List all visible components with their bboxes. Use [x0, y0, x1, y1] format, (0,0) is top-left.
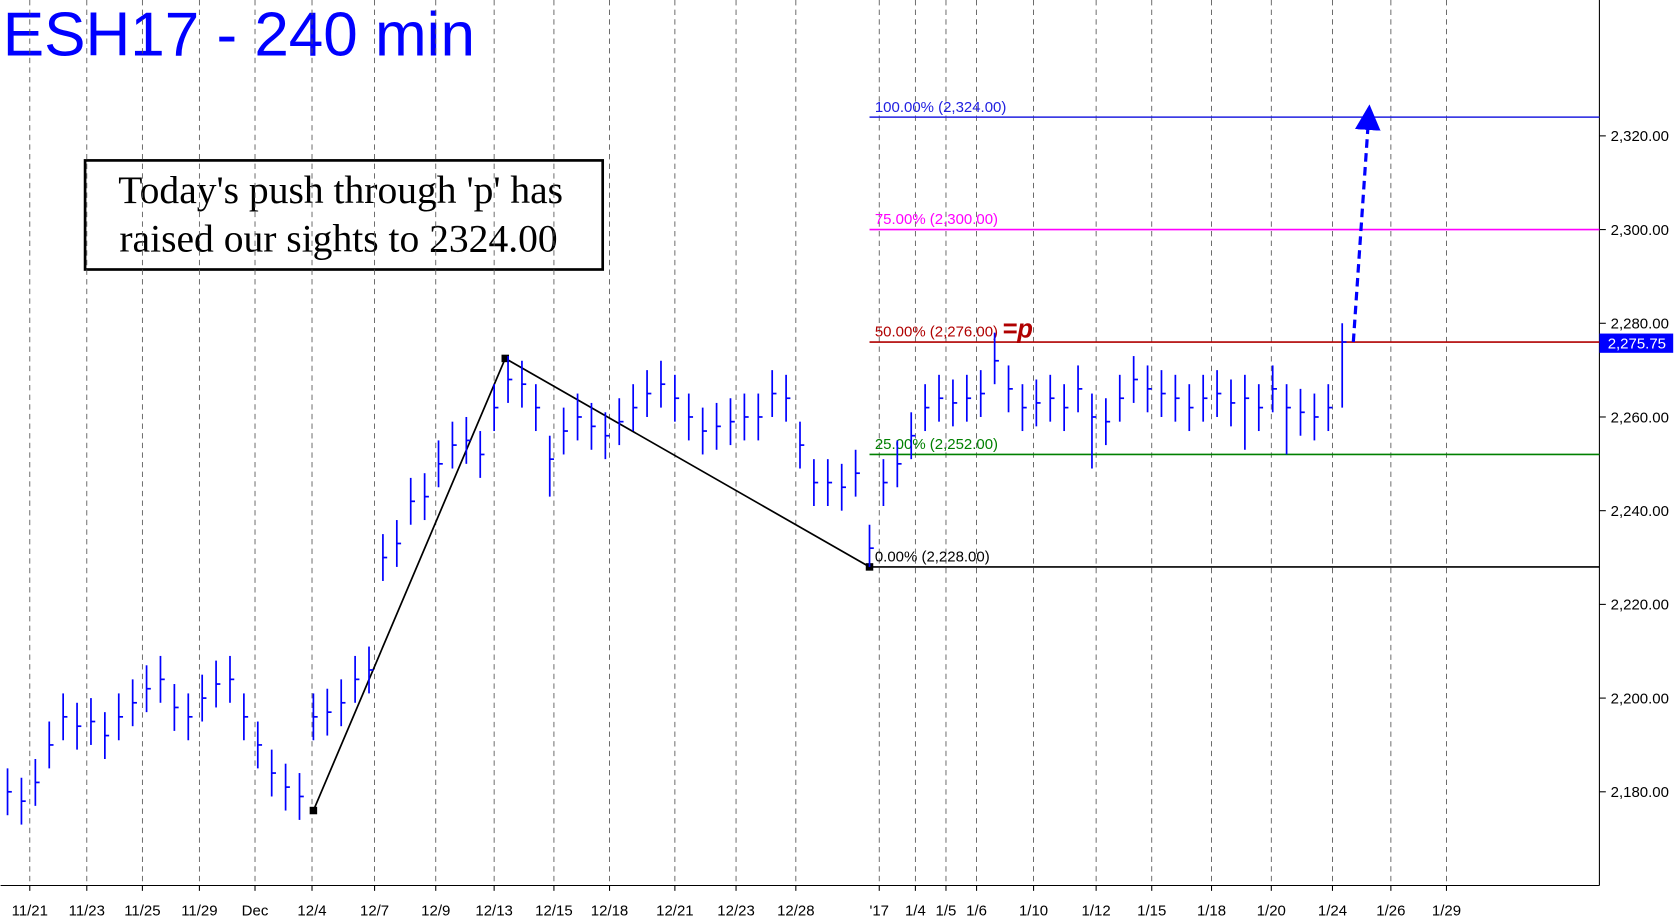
level-marker: =p — [1002, 316, 1033, 344]
fib-level-label: 0.00% (2,228.00) — [875, 549, 990, 566]
x-tick-label: '17 — [869, 902, 889, 919]
chart-title: ESH17 - 240 min — [3, 1, 475, 70]
x-tick-label: 11/29 — [181, 902, 217, 919]
x-tick-label: 1/10 — [1019, 902, 1048, 919]
x-tick-label: 11/25 — [124, 902, 160, 919]
x-tick-label: 1/18 — [1197, 902, 1226, 919]
x-tick-label: 12/28 — [777, 902, 814, 919]
fib-level-label: 100.00% (2,324.00) — [875, 99, 1007, 116]
x-tick-label: Dec — [242, 902, 269, 919]
y-tick-label: 2,220.00 — [1611, 597, 1669, 614]
y-tick-label: 2,300.00 — [1611, 222, 1669, 239]
annotation-box: Today's push through 'p' has raised our … — [83, 159, 605, 271]
annotation-line: raised our sights to 2324.00 — [119, 216, 557, 260]
x-tick-label: 12/13 — [475, 902, 512, 919]
x-tick-label: 12/18 — [591, 902, 628, 919]
fib-level-label: 25.00% (2,252.00) — [875, 436, 998, 453]
annotation-line: Today's push through 'p' has — [118, 168, 563, 212]
x-tick-label: 1/24 — [1318, 902, 1347, 919]
fib-level-label: 75.00% (2,300.00) — [875, 211, 998, 228]
x-tick-label: 12/9 — [421, 902, 450, 919]
x-tick-label: 1/15 — [1137, 902, 1166, 919]
y-tick-label: 2,200.00 — [1611, 690, 1669, 707]
y-tick-label: 2,280.00 — [1611, 316, 1669, 333]
x-tick-label: 1/12 — [1082, 902, 1111, 919]
x-tick-label: 12/7 — [360, 902, 389, 919]
x-tick-label: 1/6 — [966, 902, 987, 919]
x-tick-label: 11/23 — [69, 902, 105, 919]
last-price-box — [1599, 333, 1674, 353]
x-tick-label: 12/4 — [297, 902, 326, 919]
pattern-point — [501, 354, 510, 363]
y-tick-label: 2,240.00 — [1611, 503, 1669, 520]
pattern-point — [309, 806, 318, 815]
y-tick-label: 2,320.00 — [1611, 128, 1669, 145]
fib-level-label: 50.00% (2,276.00) — [875, 324, 998, 341]
x-tick-label: 12/15 — [535, 902, 572, 919]
x-tick-label: 12/23 — [717, 902, 754, 919]
x-tick-label: 12/21 — [656, 902, 693, 919]
x-tick-label: 11/21 — [12, 902, 48, 919]
x-tick-label: 1/5 — [936, 902, 957, 919]
x-tick-label: 1/20 — [1257, 902, 1286, 919]
y-tick-label: 2,260.00 — [1611, 409, 1669, 426]
last-price-label: 2,275.75 — [1608, 336, 1666, 353]
y-tick-label: 2,180.00 — [1611, 784, 1669, 801]
price-bars — [6, 323, 1347, 825]
annotation-frame — [83, 159, 605, 271]
forecast-arrow — [1351, 104, 1381, 343]
x-tick-label: 1/26 — [1376, 902, 1405, 919]
x-tick-label: 1/4 — [905, 902, 926, 919]
x-tick-label: 1/29 — [1432, 902, 1461, 919]
